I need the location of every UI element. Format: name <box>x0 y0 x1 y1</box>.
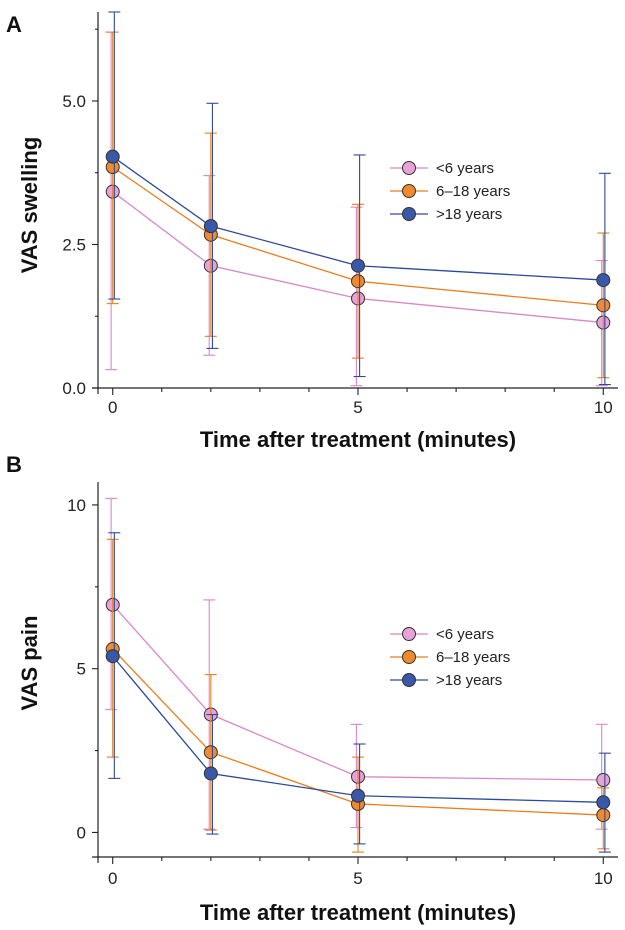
y-tick-label-a: 0.0 <box>62 379 86 398</box>
legend-label: <6 years <box>436 626 494 643</box>
x-axis-label-a: Time after treatment (minutes) <box>200 427 516 452</box>
legend-marker <box>402 161 416 175</box>
series-line <box>112 604 604 781</box>
legend-marker <box>402 207 416 221</box>
legend-item-age-6-18-a: 6–18 years <box>390 183 510 200</box>
data-point <box>105 649 120 664</box>
legend-marker <box>402 650 416 664</box>
data-point <box>203 219 218 234</box>
legend-a: <6 years 6–18 years >18 years <box>390 160 510 223</box>
legend-marker <box>402 673 416 687</box>
series-line <box>112 191 604 324</box>
plot-area-a <box>105 11 611 387</box>
legend-item-age-under-6-b: <6 years <box>390 626 494 643</box>
series-age-6-18-a <box>105 31 611 379</box>
series-age-over-18-b <box>105 532 611 853</box>
legend-marker <box>402 184 416 198</box>
y-tick-label-b: 5 <box>77 660 86 679</box>
legend-marker <box>402 627 416 641</box>
series-age-6-18-b <box>105 538 611 853</box>
legend-label: <6 years <box>436 160 494 177</box>
series-line <box>112 655 604 803</box>
x-axis-label-b: Time after treatment (minutes) <box>200 900 516 925</box>
data-point <box>203 745 218 760</box>
panel-a-chart: A VAS swelling Time after treatment (min… <box>6 11 618 452</box>
y-axis-label-b: VAS pain <box>17 616 42 711</box>
axes-b: 0 5 10 0 5 10 <box>67 482 618 888</box>
y-axis-label-a: VAS swelling <box>17 137 42 274</box>
data-point <box>596 273 611 288</box>
x-tick-label-a: 0 <box>108 398 117 417</box>
legend-label: 6–18 years <box>436 183 510 200</box>
series-line <box>112 156 604 281</box>
data-point <box>596 773 611 788</box>
series-line <box>112 166 604 306</box>
data-point <box>351 258 365 273</box>
data-point <box>351 788 365 803</box>
x-tick-label-b: 10 <box>594 869 613 888</box>
data-point <box>203 766 218 781</box>
y-tick-label-a: 2.5 <box>62 235 86 254</box>
y-tick-label-b: 10 <box>67 496 86 515</box>
x-tick-label-b: 0 <box>108 869 117 888</box>
x-tick-label-a: 5 <box>353 398 362 417</box>
panel-letter-b: B <box>6 452 22 477</box>
y-tick-label-a: 5.0 <box>62 92 86 111</box>
legend-item-age-over-18-b: >18 years <box>390 672 502 689</box>
x-tick-label-a: 10 <box>594 398 613 417</box>
legend-item-age-over-18-a: >18 years <box>390 206 502 223</box>
legend-item-age-6-18-b: 6–18 years <box>390 649 510 666</box>
data-point <box>105 149 120 164</box>
series-age-under-6-b <box>105 497 611 830</box>
y-tick-label-b: 0 <box>77 823 86 842</box>
series-line <box>112 648 604 816</box>
legend-label: >18 years <box>436 206 502 223</box>
data-point <box>596 808 611 823</box>
legend-label: >18 years <box>436 672 502 689</box>
plot-area-b <box>105 497 611 853</box>
panel-b-chart: B VAS pain Time after treatment (minutes… <box>6 452 618 925</box>
panel-letter-a: A <box>6 12 22 37</box>
legend-item-age-under-6-a: <6 years <box>390 160 494 177</box>
data-point <box>351 274 365 289</box>
legend-b: <6 years 6–18 years >18 years <box>390 626 510 689</box>
series-age-over-18-a <box>105 11 611 386</box>
data-point <box>596 795 611 810</box>
axes-a: 0.0 2.5 5.0 0 5 10 <box>62 12 618 417</box>
data-point <box>596 298 611 313</box>
x-tick-label-b: 5 <box>353 869 362 888</box>
legend-label: 6–18 years <box>436 649 510 666</box>
